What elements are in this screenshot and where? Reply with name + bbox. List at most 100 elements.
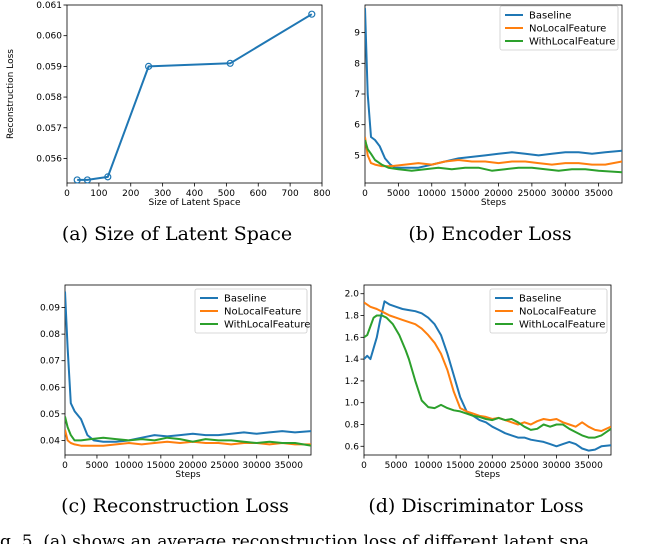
series-line-nolocalfeature (364, 301, 611, 432)
y-tick-label: 9 (354, 29, 360, 39)
legend-label: Baseline (519, 294, 561, 305)
x-tick-label: 0 (64, 189, 70, 199)
series-line-nolocalfeature (365, 136, 622, 168)
data-point (226, 59, 234, 67)
x-tick-label: 5000 (85, 461, 108, 471)
y-tick-label: 0.061 (36, 1, 62, 11)
x-tick-label: 100 (90, 189, 107, 199)
x-tick-label: 0 (62, 461, 68, 471)
legend-label: WithLocalFeature (224, 320, 310, 331)
x-tick-label: 25000 (518, 189, 547, 199)
x-tick-label: 0 (361, 461, 367, 471)
x-tick-label: 15000 (147, 461, 176, 471)
x-axis-label: Steps (475, 470, 500, 480)
x-tick-label: 800 (313, 189, 330, 199)
y-tick-label: 0.057 (36, 124, 62, 134)
x-axis-label: Size of Latent Space (149, 198, 241, 208)
x-tick-label: 35000 (274, 461, 303, 471)
x-tick-label: 30000 (542, 461, 571, 471)
x-tick-label: 300 (154, 189, 171, 199)
legend-box (194, 288, 308, 334)
x-tick-label: 5000 (387, 189, 410, 199)
y-tick-label: 1.0 (345, 399, 360, 409)
panel-b-encoder-loss: 0 5000 10000 15000 20000 25000 30000 35000 5 6 7 8 9… (354, 4, 623, 208)
legend-label: Baseline (529, 11, 571, 22)
y-tick-label: 0.06 (40, 383, 60, 393)
x-tick-label: 200 (122, 189, 139, 199)
x-axis-label: Steps (175, 470, 200, 480)
x-tick-label: 10000 (417, 189, 446, 199)
series-line-withlocalfeature (65, 416, 311, 447)
legend-label: NoLocalFeature (529, 24, 606, 35)
legend-box (499, 5, 619, 51)
x-tick-label: 20000 (178, 461, 207, 471)
x-tick-label: 20000 (484, 189, 513, 199)
series-line-withlocalfeature (365, 139, 622, 174)
x-tick-label: 0 (362, 189, 368, 199)
data-point (145, 62, 153, 70)
data-point (83, 176, 92, 184)
x-tick-label: 700 (282, 189, 299, 199)
plot-frame (363, 284, 612, 456)
panel-c-reconstruction-loss: 0 5000 10000 15000 20000 25000 30000 35000 0.04 0… (40, 284, 312, 480)
y-axis-label: Reconstruction Loss (6, 49, 16, 139)
y-tick-label: 0.6 (345, 442, 360, 452)
legend-box (489, 288, 608, 334)
y-tick-label: 0.08 (40, 330, 60, 340)
y-tick-label: 0.056 (36, 154, 62, 164)
x-tick-label: 400 (186, 189, 203, 199)
series-line-baseline (65, 291, 311, 443)
x-tick-label: 10000 (414, 461, 443, 471)
plot-frame (64, 284, 312, 456)
y-tick-label: 0.060 (36, 32, 62, 42)
caption-b: (b) Encoder Loss (408, 223, 571, 245)
series-line-withlocalfeature (364, 314, 611, 439)
x-tick-label: 10000 (115, 461, 144, 471)
x-tick-label: 30000 (551, 189, 580, 199)
y-tick-label: 0.04 (40, 436, 60, 446)
series-line-baseline (364, 300, 611, 452)
panel-d-discriminator-loss: 0 5000 10000 15000 20000 25000 30000 35000 0.6 0.… (345, 284, 612, 480)
data-point (73, 176, 81, 184)
y-tick-label: 1.4 (345, 355, 360, 365)
y-tick-label: 1.2 (345, 377, 359, 387)
x-tick-label: 5000 (385, 461, 408, 471)
x-tick-label: 25000 (210, 461, 239, 471)
y-tick-label: 0.05 (40, 410, 60, 420)
legend-label: WithLocalFeature (519, 320, 605, 331)
y-tick-label: 0.8 (345, 420, 360, 430)
y-tick-label: 6 (354, 121, 360, 131)
legend-label: NoLocalFeature (224, 307, 301, 318)
x-axis-label: Steps (481, 198, 506, 208)
y-tick-label: 7 (354, 90, 360, 100)
legend-label: WithLocalFeature (529, 37, 615, 48)
y-tick-label: 0.09 (40, 304, 60, 314)
y-tick-label: 0.059 (36, 62, 62, 72)
y-tick-label: 0.07 (40, 357, 60, 367)
legend-label: NoLocalFeature (519, 307, 596, 318)
data-point (308, 10, 316, 18)
y-tick-label: 5 (354, 151, 360, 161)
y-tick-label: 0.058 (36, 93, 62, 103)
data-point (104, 173, 112, 181)
series-line-0 (77, 13, 313, 181)
x-tick-label: 25000 (510, 461, 539, 471)
x-tick-label: 20000 (478, 461, 507, 471)
caption-d: (d) Discriminator Loss (368, 495, 583, 517)
series-line-baseline (365, 8, 622, 169)
figure-caption-fragment: g. 5. (a) shows an average reconstructio… (0, 532, 589, 544)
y-tick-label: 1.6 (345, 333, 360, 343)
x-tick-label: 35000 (584, 189, 613, 199)
x-tick-label: 15000 (446, 461, 475, 471)
legend-label: Baseline (224, 294, 266, 305)
y-tick-label: 8 (354, 59, 360, 69)
y-tick-label: 1.8 (345, 312, 360, 322)
y-tick-label: 2.0 (345, 290, 360, 300)
panel-a-latent-space: 0 100 200 300 400 500 600 700 800 0.056 0.057 0.058… (6, 1, 331, 208)
caption-a: (a) Size of Latent Space (62, 223, 292, 245)
x-tick-label: 35000 (574, 461, 603, 471)
caption-c: (c) Reconstruction Loss (61, 495, 289, 517)
x-tick-label: 600 (250, 189, 267, 199)
x-tick-label: 15000 (451, 189, 480, 199)
